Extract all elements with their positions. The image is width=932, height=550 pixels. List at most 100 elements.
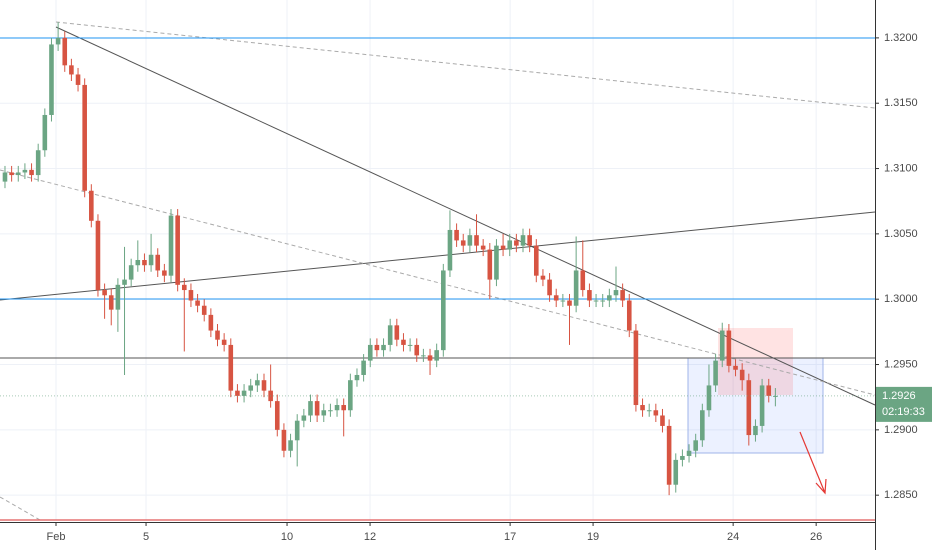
x-tick-label: 10 — [281, 531, 293, 543]
candle-body — [520, 235, 526, 246]
grid — [0, 0, 875, 520]
candle-body — [95, 220, 101, 291]
candle-body — [739, 369, 745, 381]
candle-body — [354, 374, 360, 381]
candle-body — [607, 295, 612, 301]
candle-body — [553, 295, 559, 301]
candle-body — [719, 330, 725, 361]
candle-body — [726, 330, 732, 366]
candle-body — [454, 229, 459, 241]
candle-body — [507, 240, 513, 250]
candle-body — [115, 284, 121, 310]
candle-body — [22, 169, 28, 173]
candle-body — [374, 344, 380, 351]
candle-body — [367, 344, 373, 361]
candle-body — [381, 344, 386, 351]
candle-body — [89, 190, 94, 221]
y-tick-label: 1.2900 — [884, 424, 918, 436]
candle-body — [328, 410, 333, 412]
candle-body — [447, 229, 453, 271]
candle-body — [221, 339, 227, 345]
y-tick-label: 1.2950 — [884, 358, 918, 370]
candle-body — [613, 290, 619, 296]
candle-body — [773, 395, 778, 397]
candle-body — [640, 405, 645, 411]
candle-body — [301, 415, 307, 421]
candle-body — [434, 350, 439, 361]
candle-body — [29, 169, 34, 176]
candle-body — [55, 37, 61, 45]
candle-body — [201, 305, 207, 315]
candle-body — [394, 325, 400, 340]
candle-body — [766, 385, 772, 396]
candle-body — [666, 425, 672, 485]
candle-body — [746, 380, 752, 436]
candle-body — [646, 410, 652, 412]
candle-body — [82, 84, 87, 191]
candle-body — [540, 275, 546, 280]
candle-body — [527, 235, 532, 246]
candle-body — [686, 450, 692, 456]
candle-body — [626, 300, 632, 331]
candle-body — [321, 410, 327, 416]
candle-body — [567, 300, 572, 306]
candle-body — [441, 270, 446, 351]
y-tick-label: 1.3100 — [884, 162, 918, 174]
last-price-label: 1.2926 — [882, 390, 916, 402]
candle-body — [514, 240, 519, 246]
candle-body — [580, 270, 586, 291]
candle-body — [500, 245, 506, 250]
candle-body — [274, 401, 280, 430]
candle-body — [753, 425, 758, 436]
candle-body — [308, 401, 313, 416]
y-tick-label: 1.3200 — [884, 32, 918, 44]
candle-body — [560, 300, 566, 302]
countdown: 02:19:33 — [882, 406, 925, 418]
candle-body — [361, 360, 366, 375]
candle-body — [387, 325, 393, 345]
candle-body — [653, 410, 659, 416]
candle-body — [128, 265, 134, 280]
candle-body — [587, 290, 592, 301]
candle-body — [533, 245, 539, 276]
candle-body — [195, 300, 200, 306]
candle-body — [62, 37, 68, 66]
dashed-line — [55, 21, 876, 109]
candle-body — [108, 295, 114, 310]
candle-body — [593, 300, 599, 302]
candle-body — [427, 355, 433, 361]
candle-body — [480, 245, 486, 250]
candle-body — [414, 344, 420, 356]
candle-body — [181, 284, 187, 291]
x-tick-label: 5 — [143, 531, 149, 543]
candle-body — [215, 330, 220, 340]
candle-body — [314, 401, 320, 416]
candle-body — [42, 114, 48, 151]
axis-labels: 1.2850 1.2900 1.2950 1.3000 1.3050 1.3100 1.31… — [0, 32, 932, 543]
x-tick-label: 19 — [587, 531, 599, 543]
candle-body — [288, 440, 293, 451]
candle-body — [693, 440, 698, 451]
candle-body — [69, 65, 74, 75]
x-tick-label: 12 — [364, 531, 376, 543]
candle-body — [467, 235, 473, 246]
candle-body — [673, 459, 679, 485]
candle-body — [573, 270, 579, 306]
candle-body — [35, 150, 41, 176]
candle-body — [620, 290, 625, 301]
candle-body — [148, 254, 154, 266]
y-tick-label: 1.2850 — [884, 489, 918, 501]
candle-body — [188, 290, 194, 301]
trend-line — [55, 26, 876, 406]
candle-body — [2, 172, 8, 182]
candle-body — [255, 380, 260, 386]
candle-body — [294, 420, 300, 441]
candle-body — [600, 300, 606, 302]
candle-body — [168, 215, 174, 276]
candle-body — [341, 405, 346, 411]
last-price-box — [876, 386, 932, 422]
x-tick-label: 17 — [504, 531, 516, 543]
candle-body — [660, 415, 665, 426]
candle-body — [162, 270, 167, 276]
